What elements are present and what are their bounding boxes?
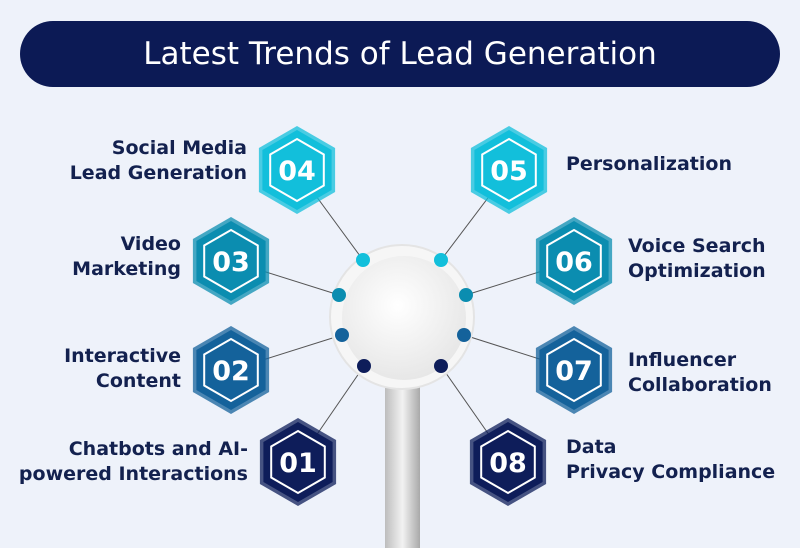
item-number: 03 [212,247,250,278]
item-number: 08 [489,448,527,479]
item-label: Data Privacy Compliance [566,435,775,485]
hexagon-badge-07: 07 [535,326,613,414]
item-label-line: Personalization [566,153,732,175]
title-banner: Latest Trends of Lead Generation [20,21,780,87]
hexagon-inner [203,228,259,294]
hexagon-badge-08: 08 [469,418,547,506]
item-label-line: Chatbots and AI- [68,438,248,460]
hexagon-inner [481,137,537,203]
item-label-line: powered Interactions [18,463,248,485]
item-number: 01 [279,448,317,479]
item-label-line: Content [95,370,181,392]
item-label-line: Lead Generation [69,162,247,184]
connector-dot [335,328,349,342]
item-label-line: Marketing [72,258,181,280]
item-label: Influencer Collaboration [628,348,772,398]
hexagon-badge-06: 06 [535,217,613,305]
connector-dot [459,288,473,302]
item-label: Interactive Content [64,344,181,394]
hexagon-badge-02: 02 [192,326,270,414]
item-label: Voice Search Optimization [628,234,766,284]
item-number: 05 [490,156,528,187]
hexagon-badge-03: 03 [192,217,270,305]
item-number: 06 [555,247,593,278]
pole [385,375,420,548]
connector-dot [434,253,448,267]
connector-dot [356,253,370,267]
hexagon-badge-01: 01 [259,418,337,506]
connector-dot [434,359,448,373]
item-label-line: Optimization [628,260,766,282]
item-label-line: Video [120,233,181,255]
item-label: Social Media Lead Generation [70,136,247,186]
hexagon-inner [270,429,326,495]
item-label-line: Privacy Compliance [566,461,776,483]
item-label: Video Marketing [72,232,181,282]
hexagon-inner [546,228,602,294]
hexagon-inner [269,137,325,203]
connector-dot [357,359,371,373]
hexagon-inner [546,337,602,403]
item-label-line: Data [566,436,617,458]
item-label-line: Social Media [111,137,247,159]
item-number: 07 [555,356,593,387]
center-circle-inner [342,256,466,380]
item-label-line: Interactive [64,345,181,367]
connector-dot [332,288,346,302]
item-label-line: Influencer [628,349,737,371]
hexagon-inner [203,337,259,403]
page-title: Latest Trends of Lead Generation [143,36,657,72]
hexagon-badge-04: 04 [258,126,336,214]
connector-dot [457,328,471,342]
item-number: 04 [278,156,316,187]
hexagon-badge-05: 05 [470,126,548,214]
item-number: 02 [212,356,250,387]
hexagon-inner [480,429,536,495]
item-label: Personalization [566,152,732,177]
item-label: Chatbots and AI-powered Interactions [19,437,248,487]
item-label-line: Collaboration [628,374,772,396]
item-label-line: Voice Search [628,235,766,257]
